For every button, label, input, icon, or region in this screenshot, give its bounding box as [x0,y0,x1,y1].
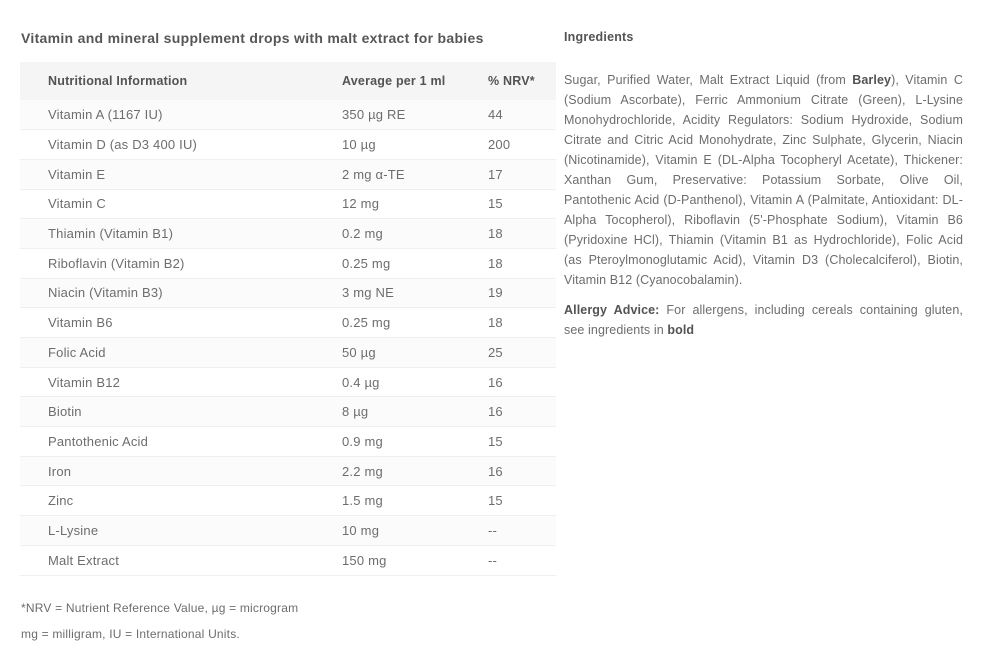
amount-per-ml-cell: 12 mg [342,189,488,220]
nrv-percent-cell: 17 [488,159,556,190]
nutrient-name-cell: Riboflavin (Vitamin B2) [20,248,342,279]
amount-per-ml-cell: 1.5 mg [342,485,488,517]
nutrient-name-cell: Folic Acid [20,337,342,368]
nutrient-name-cell: L-Lysine [20,515,342,546]
nrv-percent-cell: -- [488,515,556,546]
nutrient-name-cell: Vitamin B6 [20,307,342,338]
table-row: Niacin (Vitamin B3) 3 mg NE 19 [20,278,556,309]
ingredients-section: Ingredients Sugar, Purified Water, Malt … [564,30,963,340]
amount-per-ml-cell: 0.2 mg [342,218,488,249]
nutrition-information-table: Nutritional Information Average per 1 ml… [20,62,556,576]
table-footnotes: *NRV = Nutrient Reference Value, µg = mi… [21,601,298,653]
nutrient-name-cell: Malt Extract [20,545,342,576]
header-average-per-1ml: Average per 1 ml [342,62,488,100]
table-row: Vitamin B12 0.4 µg 16 [20,367,556,398]
nutrient-name-cell: Biotin [20,396,342,428]
nutrition-table-body: Vitamin A (1167 IU) 350 µg RE 44 Vitamin… [20,100,556,576]
nrv-percent-cell: 18 [488,307,556,338]
nutrient-name-cell: Pantothenic Acid [20,426,342,457]
nutrient-name-cell: Thiamin (Vitamin B1) [20,218,342,249]
table-row: Vitamin E 2 mg α-TE 17 [20,159,556,190]
nutrient-name-cell: Vitamin B12 [20,367,342,398]
nutrient-name-cell: Vitamin E [20,159,342,190]
ingredients-heading: Ingredients [564,30,634,44]
nrv-percent-cell: 44 [488,100,556,131]
amount-per-ml-cell: 2.2 mg [342,456,488,487]
amount-per-ml-cell: 150 mg [342,545,488,576]
amount-per-ml-cell: 2 mg α-TE [342,159,488,190]
bold-text-segment: Barley [852,73,892,87]
amount-per-ml-cell: 3 mg NE [342,278,488,309]
table-row: Pantothenic Acid 0.9 mg 15 [20,426,556,457]
nrv-percent-cell: 18 [488,218,556,249]
bold-text-segment: bold [667,323,695,337]
footnote-line-2: mg = milligram, IU = International Units… [21,627,240,641]
header-nutritional-information: Nutritional Information [20,62,342,100]
amount-per-ml-cell: 8 µg [342,396,488,428]
table-row: L-Lysine 10 mg -- [20,515,556,546]
footnote-line-1: *NRV = Nutrient Reference Value, µg = mi… [21,601,299,615]
table-row: Vitamin A (1167 IU) 350 µg RE 44 [20,100,556,131]
amount-per-ml-cell: 10 µg [342,129,488,160]
amount-per-ml-cell: 350 µg RE [342,100,488,131]
nrv-percent-cell: 16 [488,456,556,487]
nrv-percent-cell: 15 [488,426,556,457]
nutrient-name-cell: Vitamin A (1167 IU) [20,100,342,131]
nutrient-name-cell: Zinc [20,485,342,517]
table-row: Thiamin (Vitamin B1) 0.2 mg 18 [20,218,556,249]
bold-text-segment: Allergy Advice: [564,303,667,317]
table-row: Zinc 1.5 mg 15 [20,485,556,517]
text-segment: ), Vitamin C (Sodium Ascorbate), Ferric … [564,73,963,287]
nrv-percent-cell: 16 [488,396,556,428]
nutrition-table: Nutritional Information Average per 1 ml… [20,62,556,576]
nutrient-name-cell: Niacin (Vitamin B3) [20,278,342,309]
nrv-percent-cell: 19 [488,278,556,309]
text-segment: Sugar, Purified Water, Malt Extract Liqu… [564,73,853,87]
nrv-percent-cell: 200 [488,129,556,160]
table-row: Riboflavin (Vitamin B2) 0.25 mg 18 [20,248,556,279]
table-row: Vitamin C 12 mg 15 [20,189,556,220]
header-percent-nrv: % NRV* [488,62,556,100]
nrv-percent-cell: 18 [488,248,556,279]
ingredients-paragraph: Sugar, Purified Water, Malt Extract Liqu… [564,70,963,290]
amount-per-ml-cell: 0.4 µg [342,367,488,398]
table-header-row: Nutritional Information Average per 1 ml… [20,62,556,100]
nutrient-name-cell: Vitamin D (as D3 400 IU) [20,129,342,160]
nutrient-name-cell: Iron [20,456,342,487]
nrv-percent-cell: 15 [488,485,556,517]
table-row: Iron 2.2 mg 16 [20,456,556,487]
nutrient-name-cell: Vitamin C [20,189,342,220]
text-segment: For allergens, including cereals contain… [564,303,963,337]
nrv-percent-cell: 25 [488,337,556,368]
nrv-percent-cell: -- [488,545,556,576]
table-row: Malt Extract 150 mg -- [20,545,556,576]
nrv-percent-cell: 16 [488,367,556,398]
allergy-advice: Allergy Advice: For allergens, including… [564,300,963,340]
table-row: Biotin 8 µg 16 [20,396,556,428]
amount-per-ml-cell: 10 mg [342,515,488,546]
table-row: Folic Acid 50 µg 25 [20,337,556,368]
nrv-percent-cell: 15 [488,189,556,220]
page-title: Vitamin and mineral supplement drops wit… [21,30,484,46]
amount-per-ml-cell: 0.25 mg [342,307,488,338]
amount-per-ml-cell: 0.25 mg [342,248,488,279]
amount-per-ml-cell: 0.9 mg [342,426,488,457]
table-row: Vitamin B6 0.25 mg 18 [20,307,556,338]
table-row: Vitamin D (as D3 400 IU) 10 µg 200 [20,129,556,160]
amount-per-ml-cell: 50 µg [342,337,488,368]
